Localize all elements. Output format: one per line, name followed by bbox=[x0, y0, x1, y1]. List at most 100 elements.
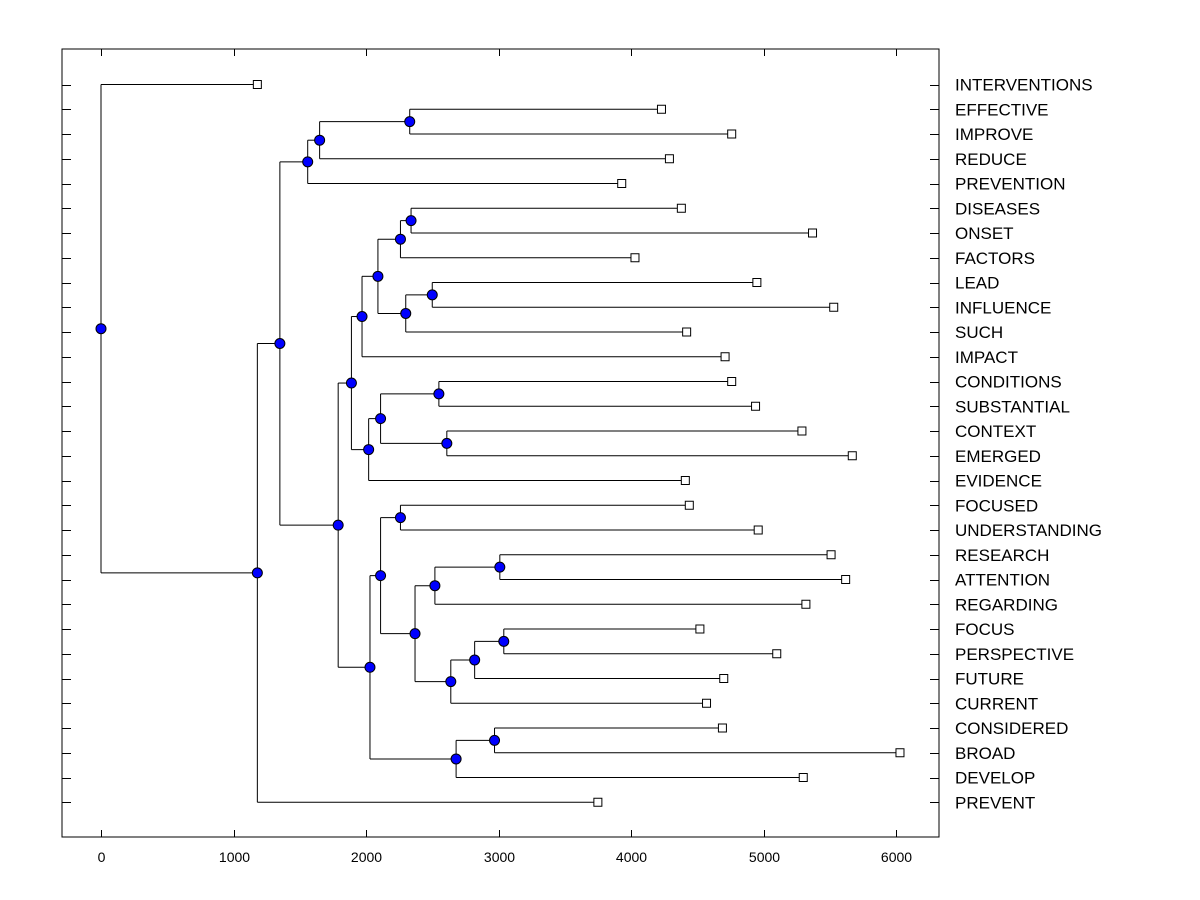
x-tick-label: 4000 bbox=[616, 849, 647, 865]
leaf-label: SUBSTANTIAL bbox=[955, 397, 1070, 416]
x-tick-label: 2000 bbox=[351, 849, 382, 865]
leaf-label: ONSET bbox=[955, 224, 1014, 243]
leaf-marker bbox=[727, 377, 737, 386]
merge-node bbox=[394, 512, 406, 524]
leaf-marker bbox=[720, 352, 730, 362]
merge-node bbox=[372, 270, 384, 282]
leaf-marker bbox=[753, 525, 763, 535]
merge-node bbox=[375, 570, 387, 582]
leaf-marker bbox=[717, 723, 727, 733]
leaf-label: SUCH bbox=[955, 323, 1003, 342]
leaf-marker bbox=[664, 154, 674, 164]
y-axis-ticks bbox=[62, 85, 939, 803]
x-tick-label: 5000 bbox=[749, 849, 780, 865]
leaf-label: CONDITIONS bbox=[955, 373, 1062, 392]
leaf-marker bbox=[895, 748, 905, 758]
leaf-marker bbox=[829, 302, 839, 312]
leaf-label: FOCUSED bbox=[955, 496, 1038, 515]
merge-node bbox=[494, 561, 506, 573]
leaf-label: BROAD bbox=[955, 744, 1015, 763]
leaf-markers bbox=[252, 80, 905, 807]
x-axis-ticks: 0 1000 2000 3000 4000 5000 6000 bbox=[98, 49, 912, 865]
leaf-label: CONTEXT bbox=[955, 422, 1036, 441]
merge-node bbox=[429, 580, 441, 592]
leaf-marker bbox=[656, 104, 666, 114]
leaf-marker bbox=[847, 451, 857, 461]
leaf-marker bbox=[719, 674, 729, 683]
leaf-label: INFLUENCE bbox=[955, 298, 1051, 317]
merge-node bbox=[332, 519, 344, 531]
x-tick-label: 3000 bbox=[484, 849, 515, 865]
leaf-marker bbox=[695, 624, 705, 634]
x-tick-label: 6000 bbox=[881, 849, 912, 865]
leaf-marker bbox=[682, 327, 692, 337]
leaf-marker bbox=[797, 426, 807, 436]
leaf-label: IMPROVE bbox=[955, 125, 1033, 144]
merge-node bbox=[405, 215, 417, 227]
leaf-label: RESEARCH bbox=[955, 546, 1049, 565]
leaf-label: DEVELOP bbox=[955, 769, 1035, 788]
leaf-label: CONSIDERED bbox=[955, 719, 1068, 738]
merge-node bbox=[426, 289, 438, 301]
leaf-marker bbox=[798, 773, 808, 782]
leaf-marker bbox=[252, 80, 262, 89]
leaf-marker bbox=[841, 575, 851, 584]
merge-node bbox=[95, 323, 107, 335]
x-tick-label: 1000 bbox=[219, 849, 250, 865]
leaf-label: EVIDENCE bbox=[955, 472, 1042, 491]
merge-node bbox=[345, 377, 357, 389]
merge-node bbox=[356, 311, 368, 323]
leaf-marker bbox=[684, 500, 694, 510]
merge-node bbox=[445, 676, 457, 688]
x-tick-label: 0 bbox=[98, 849, 106, 865]
merge-node bbox=[469, 654, 481, 666]
leaf-marker bbox=[617, 179, 627, 188]
leaf-marker bbox=[727, 129, 737, 139]
merge-node bbox=[433, 388, 445, 400]
merge-node bbox=[363, 444, 375, 456]
leaf-label: PREVENTION bbox=[955, 175, 1066, 194]
leaf-label: ATTENTION bbox=[955, 571, 1050, 590]
leaf-marker bbox=[751, 401, 761, 411]
merge-node bbox=[364, 661, 376, 673]
leaf-label: CURRENT bbox=[955, 694, 1038, 713]
merge-node bbox=[498, 635, 510, 647]
leaf-marker bbox=[808, 228, 818, 238]
leaf-marker bbox=[801, 599, 811, 609]
merge-node bbox=[400, 307, 412, 319]
merge-node bbox=[375, 413, 387, 425]
leaf-marker bbox=[680, 476, 690, 485]
merge-node bbox=[489, 734, 501, 746]
merge-node bbox=[404, 116, 416, 128]
leaf-label: FOCUS bbox=[955, 620, 1015, 639]
merge-node bbox=[450, 753, 462, 765]
leaf-label: EFFECTIVE bbox=[955, 100, 1049, 119]
leaf-label: FACTORS bbox=[955, 249, 1035, 268]
merge-node bbox=[441, 437, 453, 449]
merge-node bbox=[314, 134, 326, 146]
dendrogram-branches bbox=[100, 84, 900, 803]
leaf-marker bbox=[676, 203, 686, 213]
leaf-label: PREVENT bbox=[955, 793, 1035, 812]
leaf-label: FUTURE bbox=[955, 670, 1024, 689]
merge-node bbox=[251, 567, 263, 579]
plot-frame bbox=[61, 48, 940, 838]
leaf-marker bbox=[630, 253, 640, 263]
leaf-label: PERSPECTIVE bbox=[955, 645, 1074, 664]
merge-node bbox=[394, 233, 406, 245]
leaf-labels: INTERVENTIONS EFFECTIVE IMPROVE REDUCE PREVE… bbox=[955, 76, 1102, 813]
leaf-label: REGARDING bbox=[955, 595, 1058, 614]
leaf-label: UNDERSTANDING bbox=[955, 521, 1102, 540]
leaf-label: REDUCE bbox=[955, 150, 1027, 169]
leaf-label: IMPACT bbox=[955, 348, 1018, 367]
leaf-label: INTERVENTIONS bbox=[955, 76, 1093, 95]
leaf-label: LEAD bbox=[955, 274, 999, 293]
merge-node bbox=[409, 628, 421, 640]
leaf-marker bbox=[702, 698, 712, 708]
merge-node bbox=[302, 156, 314, 168]
leaf-label: EMERGED bbox=[955, 447, 1041, 466]
merge-node-markers bbox=[95, 116, 510, 765]
leaf-marker bbox=[826, 550, 836, 560]
leaf-label: DISEASES bbox=[955, 199, 1040, 218]
